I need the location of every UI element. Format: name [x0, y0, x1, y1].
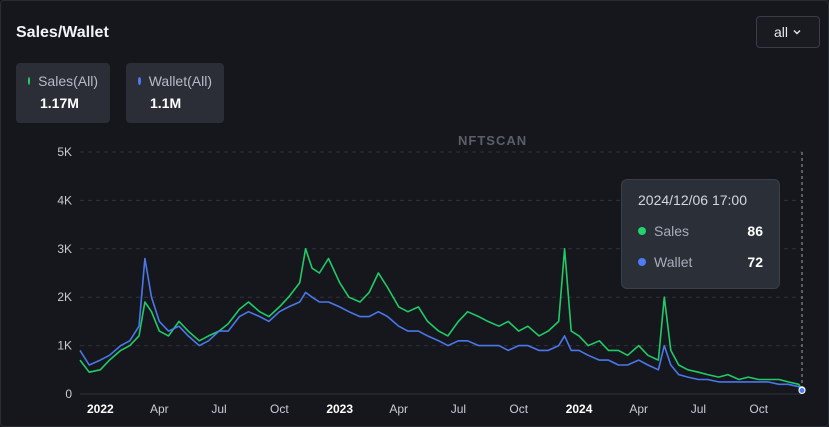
tooltip-wallet-value: 72	[747, 254, 763, 270]
hover-point-wallet	[798, 387, 806, 395]
x-tick-label: Jul	[691, 402, 706, 416]
x-tick-label: Oct	[509, 402, 528, 416]
summary-value-sales: 1.17M	[40, 95, 79, 111]
x-tick-label: Jul	[451, 402, 466, 416]
chevron-down-icon	[793, 30, 801, 35]
tooltip-row-wallet: Wallet 72	[638, 254, 763, 270]
tooltip-wallet-dot	[638, 258, 646, 266]
x-tick-label: Apr	[150, 402, 169, 416]
chart-tooltip: 2024/12/06 17:00 Sales 86 Wallet 72	[621, 179, 780, 289]
x-tick-label: Jul	[211, 402, 226, 416]
series-line-sales	[79, 248, 803, 391]
summary-label-wallet: Wallet(All)	[148, 73, 212, 89]
range-dropdown-label: all	[773, 24, 788, 40]
x-tick-label: 2024	[566, 402, 593, 416]
tooltip-sales-value: 86	[747, 223, 763, 239]
tooltip-wallet-label: Wallet	[654, 254, 693, 270]
x-tick-label: Oct	[749, 402, 768, 416]
watermark-logo: NFTSCAN	[458, 133, 528, 148]
wallet-legend-dot	[138, 77, 141, 85]
x-tick-label: Apr	[389, 402, 408, 416]
x-tick-label: Oct	[270, 402, 289, 416]
range-dropdown[interactable]: all	[756, 16, 820, 48]
series-line-wallet	[79, 257, 803, 392]
y-tick-label: 1K	[57, 339, 72, 353]
y-tick-label: 0	[65, 387, 72, 401]
y-tick-label: 2K	[57, 290, 72, 304]
sales-legend-dot	[28, 77, 31, 85]
tooltip-sales-dot	[638, 227, 646, 235]
y-tick-label: 5K	[57, 145, 72, 159]
summary-card-wallet: Wallet(All) 1.1M	[126, 63, 224, 123]
x-tick-label: 2023	[326, 402, 353, 416]
page-title: Sales/Wallet	[16, 24, 109, 41]
tooltip-date: 2024/12/06 17:00	[638, 192, 747, 208]
y-tick-label: 3K	[57, 242, 72, 256]
y-tick-label: 4K	[57, 193, 72, 207]
summary-value-wallet: 1.1M	[150, 95, 182, 111]
summary-card-sales: Sales(All) 1.17M	[16, 63, 110, 123]
summary-label-sales: Sales(All)	[38, 73, 98, 89]
x-tick-label: Apr	[629, 402, 648, 416]
tooltip-sales-label: Sales	[654, 223, 690, 239]
tooltip-row-sales: Sales 86	[638, 223, 763, 239]
x-tick-label: 2022	[87, 402, 114, 416]
